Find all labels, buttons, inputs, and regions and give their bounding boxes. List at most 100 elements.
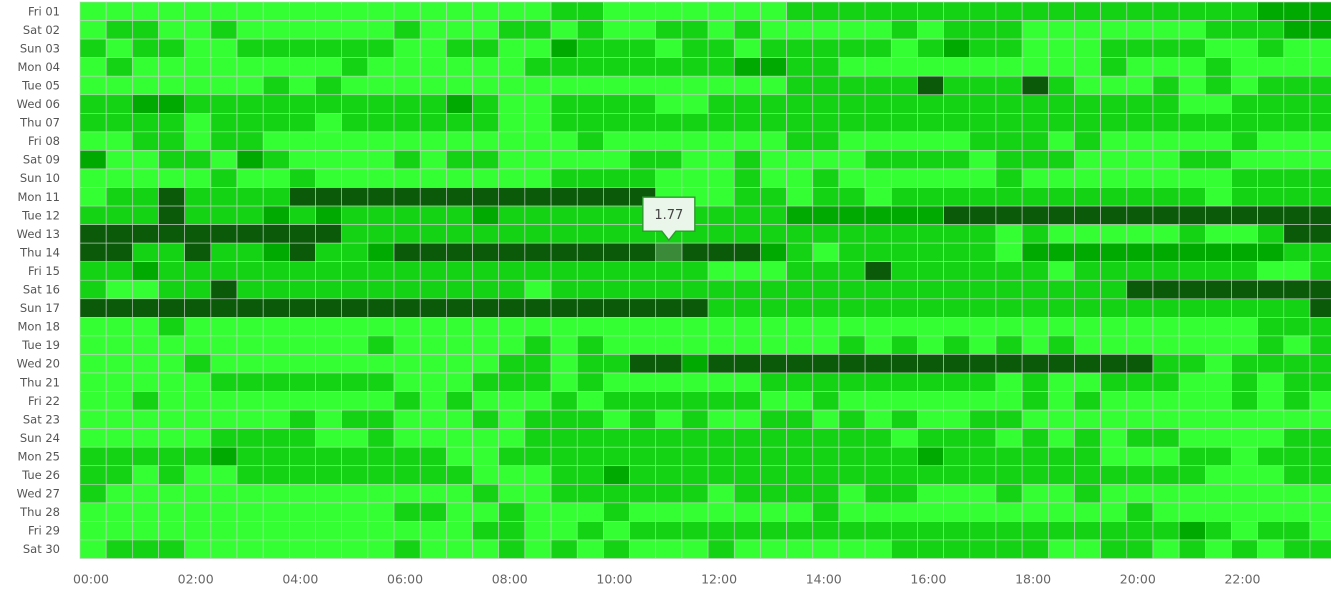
heatmap-cell[interactable] — [1021, 94, 1049, 114]
heatmap-cell[interactable] — [917, 38, 944, 58]
heatmap-cell[interactable] — [105, 113, 133, 133]
heatmap-cell[interactable] — [1074, 224, 1101, 244]
heatmap-cell[interactable] — [707, 205, 735, 225]
heatmap-cell[interactable] — [498, 298, 526, 318]
heatmap-cell[interactable] — [1152, 279, 1180, 300]
heatmap-cell[interactable] — [289, 168, 316, 188]
heatmap-cell[interactable] — [1283, 1, 1311, 21]
heatmap-cell[interactable] — [1126, 75, 1154, 96]
heatmap-cell[interactable] — [969, 279, 997, 300]
heatmap-cell[interactable] — [446, 113, 473, 133]
heatmap-cell[interactable] — [262, 113, 290, 133]
heatmap-cell[interactable] — [1257, 150, 1285, 170]
heatmap-cell[interactable] — [1309, 38, 1331, 58]
heatmap-cell[interactable] — [681, 317, 709, 337]
heatmap-cell[interactable] — [1309, 150, 1331, 170]
heatmap-cell[interactable] — [838, 242, 866, 262]
heatmap-cell[interactable] — [524, 205, 552, 225]
heatmap-cell[interactable] — [341, 38, 369, 58]
heatmap-cell[interactable] — [995, 38, 1023, 58]
heatmap-cell[interactable] — [760, 483, 787, 504]
heatmap-cell[interactable] — [367, 224, 395, 244]
heatmap-cell[interactable] — [786, 38, 814, 58]
heatmap-cell[interactable] — [1074, 465, 1101, 485]
heatmap-cell[interactable] — [786, 335, 814, 355]
heatmap-cell[interactable] — [838, 391, 866, 411]
heatmap-cell[interactable] — [1021, 168, 1049, 188]
heatmap-cell[interactable] — [681, 279, 709, 300]
heatmap-cell[interactable] — [367, 168, 395, 188]
heatmap-cell[interactable] — [184, 539, 212, 559]
heatmap-cell[interactable] — [158, 38, 185, 58]
heatmap-cell[interactable] — [158, 483, 185, 504]
heatmap-cell[interactable] — [629, 483, 657, 504]
heatmap-cell[interactable] — [132, 261, 159, 281]
heatmap-cell[interactable] — [1152, 150, 1180, 170]
heatmap-cell[interactable] — [1126, 521, 1154, 541]
heatmap-cell[interactable] — [550, 279, 578, 300]
heatmap-cell[interactable] — [838, 317, 866, 337]
heatmap-cell[interactable] — [890, 483, 918, 504]
heatmap-cell[interactable] — [498, 372, 526, 392]
heatmap-cell[interactable] — [917, 279, 944, 300]
heatmap-cell[interactable] — [1126, 372, 1154, 392]
heatmap-cell[interactable] — [184, 354, 212, 374]
heatmap-cell[interactable] — [969, 94, 997, 114]
heatmap-cell[interactable] — [707, 502, 735, 522]
heatmap-cell[interactable] — [1231, 521, 1258, 541]
heatmap-cell[interactable] — [262, 335, 290, 355]
heatmap-cell[interactable] — [1309, 354, 1331, 374]
heatmap-cell[interactable] — [733, 372, 761, 392]
heatmap-cell[interactable] — [446, 372, 473, 392]
heatmap-cell[interactable] — [367, 521, 395, 541]
heatmap-cell[interactable] — [576, 20, 604, 40]
heatmap-cell[interactable] — [341, 465, 369, 485]
heatmap-cell[interactable] — [472, 38, 500, 58]
heatmap-cell[interactable] — [707, 242, 735, 262]
heatmap-cell[interactable] — [210, 354, 238, 374]
heatmap-cell[interactable] — [1231, 113, 1258, 133]
heatmap-cell[interactable] — [681, 75, 709, 96]
heatmap-cell[interactable] — [341, 354, 369, 374]
heatmap-cell[interactable] — [995, 57, 1023, 77]
heatmap-cell[interactable] — [707, 131, 735, 151]
heatmap-cell[interactable] — [1231, 57, 1258, 77]
heatmap-cell[interactable] — [707, 335, 735, 355]
heatmap-cell[interactable] — [760, 465, 787, 485]
heatmap-cell[interactable] — [1047, 483, 1075, 504]
heatmap-cell[interactable] — [681, 57, 709, 77]
heatmap-cell[interactable] — [419, 38, 447, 58]
heatmap-cell[interactable] — [393, 113, 421, 133]
heatmap-cell[interactable] — [132, 335, 159, 355]
heatmap-cell[interactable] — [1100, 298, 1128, 318]
heatmap-cell[interactable] — [1309, 372, 1331, 392]
heatmap-cell[interactable] — [864, 224, 892, 244]
heatmap-cell[interactable] — [262, 317, 290, 337]
heatmap-cell[interactable] — [419, 113, 447, 133]
heatmap-cell[interactable] — [733, 298, 761, 318]
heatmap-cell[interactable] — [995, 317, 1023, 337]
heatmap-cell[interactable] — [524, 57, 552, 77]
heatmap-cell[interactable] — [79, 502, 107, 522]
heatmap-cell[interactable] — [419, 224, 447, 244]
heatmap-cell[interactable] — [446, 38, 473, 58]
heatmap-cell[interactable] — [498, 205, 526, 225]
heatmap-cell[interactable] — [550, 317, 578, 337]
heatmap-cell[interactable] — [105, 1, 133, 21]
heatmap-cell[interactable] — [367, 113, 395, 133]
heatmap-cell[interactable] — [1231, 261, 1258, 281]
heatmap-cell[interactable] — [707, 409, 735, 429]
heatmap-cell[interactable] — [838, 335, 866, 355]
heatmap-cell[interactable] — [341, 502, 369, 522]
heatmap-cell[interactable] — [603, 168, 630, 188]
heatmap-cell[interactable] — [184, 372, 212, 392]
heatmap-cell[interactable] — [943, 224, 971, 244]
heatmap-cell[interactable] — [79, 279, 107, 300]
heatmap-cell[interactable] — [1152, 539, 1180, 559]
heatmap-cell[interactable] — [236, 75, 264, 96]
heatmap-cell[interactable] — [655, 1, 683, 21]
heatmap-cell[interactable] — [158, 521, 185, 541]
heatmap-cell[interactable] — [603, 483, 630, 504]
heatmap-cell[interactable] — [733, 75, 761, 96]
heatmap-cell[interactable] — [236, 242, 264, 262]
